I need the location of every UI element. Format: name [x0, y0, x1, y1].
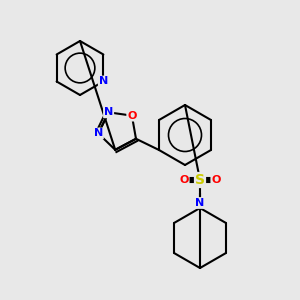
Text: O: O: [179, 175, 189, 185]
Text: N: N: [195, 198, 205, 208]
Text: O: O: [211, 175, 221, 185]
Text: N: N: [94, 128, 103, 139]
Text: N: N: [104, 107, 113, 117]
Text: N: N: [99, 76, 108, 86]
Text: S: S: [195, 173, 205, 187]
Text: O: O: [127, 111, 136, 121]
